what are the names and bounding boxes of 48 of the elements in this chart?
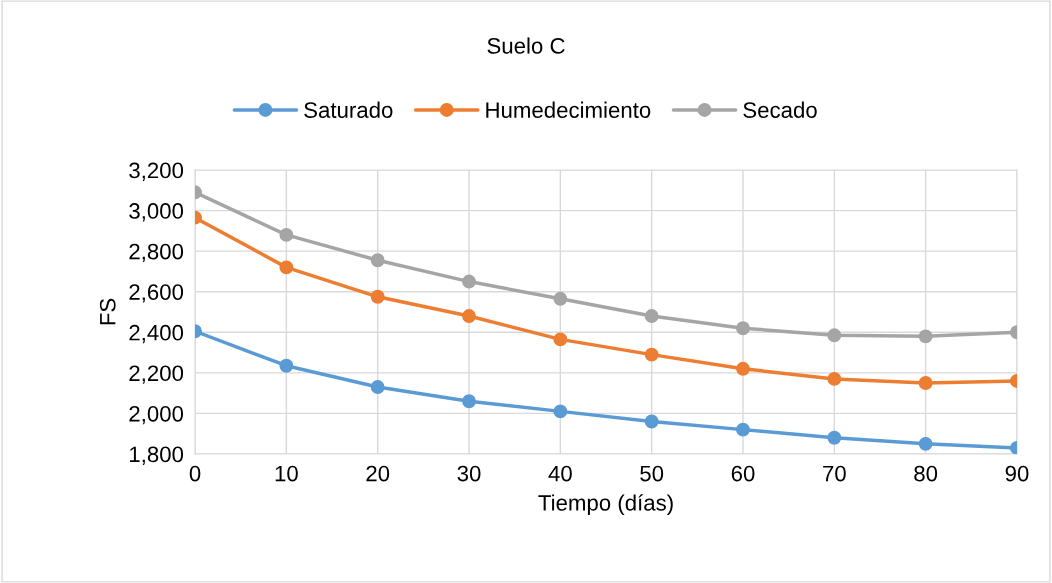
y-tick-label: 2,400 <box>129 324 184 344</box>
point <box>279 227 294 242</box>
point <box>827 371 842 386</box>
point <box>644 347 659 362</box>
point <box>736 321 750 336</box>
point <box>553 332 568 347</box>
legend-label: Saturado <box>304 101 393 118</box>
point <box>644 414 659 429</box>
x-tick-label: 0 <box>189 465 201 482</box>
y-tick-label: 2,000 <box>129 405 184 425</box>
point <box>644 309 659 323</box>
point <box>553 404 568 419</box>
point <box>736 422 750 437</box>
x-tick-label: 90 <box>1005 465 1029 482</box>
point <box>918 376 933 390</box>
point <box>462 274 476 289</box>
x-tick-label: 70 <box>823 465 846 482</box>
point <box>918 436 933 451</box>
point <box>279 358 294 373</box>
x-tick-label: 40 <box>548 465 572 482</box>
point <box>918 329 933 344</box>
y-tick-label: 2,800 <box>129 243 184 263</box>
x-tick-label: 80 <box>914 465 938 482</box>
point <box>736 361 750 376</box>
point <box>462 309 476 323</box>
point <box>462 394 476 409</box>
y-tick-label: 3,200 <box>129 162 184 181</box>
chart-title: Suelo C <box>487 37 565 54</box>
point <box>370 380 385 394</box>
x-tick-label: 20 <box>366 465 390 482</box>
x-tick-label: 60 <box>731 465 755 482</box>
point <box>827 430 842 445</box>
legend-label: Humedecimiento <box>486 101 651 118</box>
x-axis-title: Tiempo (días) <box>538 494 673 516</box>
point <box>370 253 385 268</box>
y-axis-title: FS <box>99 298 116 325</box>
point <box>279 260 294 275</box>
x-tick-label: 10 <box>275 465 298 482</box>
point <box>553 291 568 306</box>
y-tick-label: 3,000 <box>129 203 184 222</box>
point <box>370 289 385 304</box>
y-tick-label: 2,600 <box>129 284 184 303</box>
x-tick-label: 30 <box>457 465 481 482</box>
x-tick-label: 50 <box>640 465 664 482</box>
y-tick-label: 2,200 <box>129 365 184 384</box>
y-tick-label: 1,800 <box>130 446 184 465</box>
point <box>827 328 842 343</box>
legend-label: Secado <box>743 101 817 118</box>
